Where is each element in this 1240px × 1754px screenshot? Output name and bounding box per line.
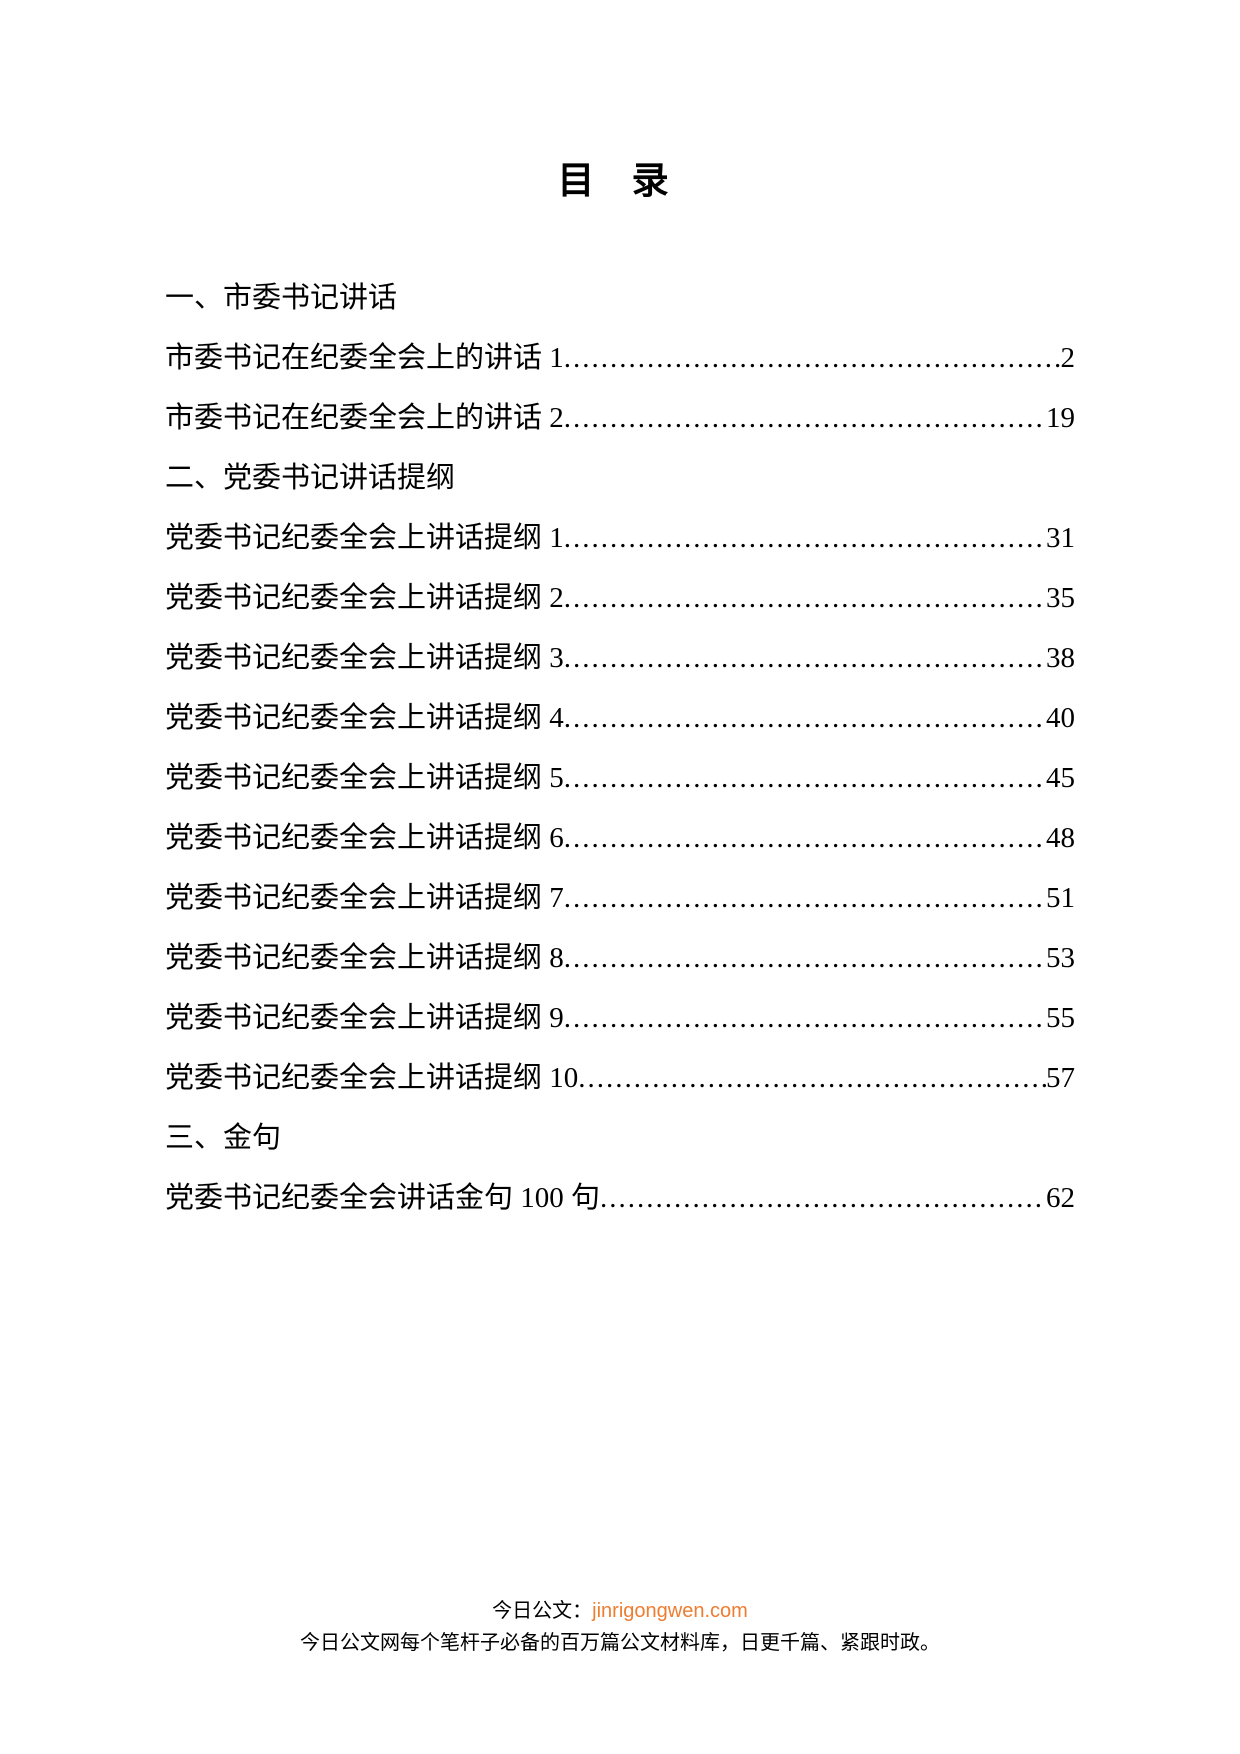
section-heading-1: 一、市委书记讲话 [165,269,1075,327]
toc-label: 党委书记纪委全会上讲话提纲 3 [165,629,564,687]
toc-page: 53 [1046,929,1075,987]
toc-page: 62 [1046,1169,1075,1227]
footer-line-2: 今日公文网每个笔杆子必备的百万篇公文材料库，日更千篇、紧跟时政。 [0,1627,1240,1659]
toc-entry: 党委书记纪委全会上讲话提纲 10 57 [165,1049,1075,1107]
toc-dots [564,929,1046,987]
toc-entry: 党委书记纪委全会上讲话提纲 9 55 [165,989,1075,1047]
toc-entry: 党委书记纪委全会上讲话提纲 8 53 [165,929,1075,987]
toc-label: 党委书记纪委全会上讲话提纲 10 [165,1049,578,1107]
footer-line-1: 今日公文：jinrigongwen.com [0,1595,1240,1627]
footer-prefix: 今日公文： [492,1600,592,1622]
toc-label: 党委书记纪委全会上讲话提纲 7 [165,869,564,927]
section-heading-3: 三、金句 [165,1109,1075,1167]
toc-entry: 党委书记纪委全会上讲话提纲 3 38 [165,629,1075,687]
toc-page: 48 [1046,809,1075,867]
toc-label: 党委书记纪委全会上讲话提纲 6 [165,809,564,867]
toc-dots [564,689,1046,747]
toc-label: 党委书记纪委全会上讲话提纲 9 [165,989,564,1047]
toc-dots [564,989,1046,1047]
toc-entry: 市委书记在纪委全会上的讲话 2 19 [165,389,1075,447]
toc-label: 党委书记纪委全会上讲话提纲 8 [165,929,564,987]
toc-page: 31 [1046,509,1075,567]
toc-label: 党委书记纪委全会上讲话提纲 2 [165,569,564,627]
toc-entry: 党委书记纪委全会上讲话提纲 5 45 [165,749,1075,807]
toc-dots [578,1049,1046,1107]
toc-page: 55 [1046,989,1075,1047]
toc-label: 党委书记纪委全会上讲话提纲 5 [165,749,564,807]
toc-label: 市委书记在纪委全会上的讲话 1 [165,329,564,387]
toc-dots [564,569,1046,627]
toc-dots [564,329,1061,387]
toc-dots [564,629,1046,687]
toc-label: 党委书记纪委全会上讲话提纲 1 [165,509,564,567]
toc-page: 45 [1046,749,1075,807]
toc-dots [600,1169,1046,1227]
document-page: 目 录 一、市委书记讲话 市委书记在纪委全会上的讲话 1 2 市委书记在纪委全会… [0,0,1240,1227]
footer-link: jinrigongwen.com [592,1600,748,1622]
toc-page: 51 [1046,869,1075,927]
toc-page: 19 [1046,389,1075,447]
toc-label: 市委书记在纪委全会上的讲话 2 [165,389,564,447]
toc-label: 党委书记纪委全会上讲话提纲 4 [165,689,564,747]
toc-dots [564,869,1046,927]
toc-entry: 党委书记纪委全会上讲话提纲 7 51 [165,869,1075,927]
page-footer: 今日公文：jinrigongwen.com 今日公文网每个笔杆子必备的百万篇公文… [0,1595,1240,1659]
toc-entry: 党委书记纪委全会上讲话提纲 4 40 [165,689,1075,747]
toc-container: 一、市委书记讲话 市委书记在纪委全会上的讲话 1 2 市委书记在纪委全会上的讲话… [165,269,1075,1227]
toc-entry: 党委书记纪委全会上讲话提纲 1 31 [165,509,1075,567]
toc-dots [564,809,1046,867]
toc-dots [564,389,1046,447]
toc-label: 党委书记纪委全会讲话金句 100 句 [165,1169,600,1227]
toc-page: 38 [1046,629,1075,687]
toc-entry: 党委书记纪委全会讲话金句 100 句 62 [165,1169,1075,1227]
toc-entry: 党委书记纪委全会上讲话提纲 6 48 [165,809,1075,867]
page-title: 目 录 [165,150,1075,204]
toc-page: 40 [1046,689,1075,747]
toc-entry: 市委书记在纪委全会上的讲话 1 2 [165,329,1075,387]
toc-page: 2 [1061,329,1076,387]
toc-page: 35 [1046,569,1075,627]
section-heading-2: 二、党委书记讲话提纲 [165,449,1075,507]
toc-page: 57 [1046,1049,1075,1107]
toc-dots [564,509,1046,567]
toc-entry: 党委书记纪委全会上讲话提纲 2 35 [165,569,1075,627]
toc-dots [564,749,1046,807]
